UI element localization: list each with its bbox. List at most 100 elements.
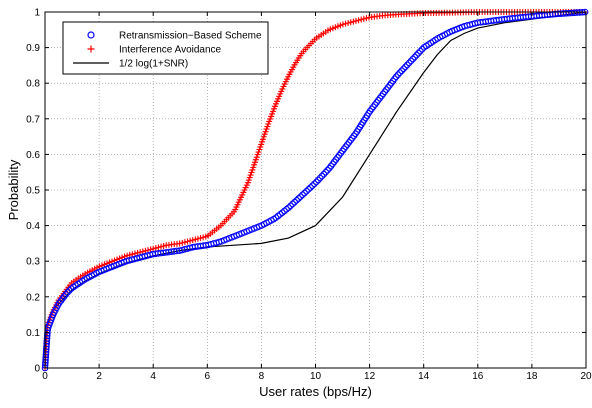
data-point-circle <box>394 71 402 78</box>
data-point-circle <box>287 202 294 210</box>
y-tick-label: 0.9 <box>26 43 40 54</box>
x-tick-label: 6 <box>205 371 211 382</box>
data-point-plus <box>345 19 352 26</box>
data-point-plus <box>247 172 254 179</box>
data-point-circle <box>418 45 426 53</box>
y-tick-label: 0.3 <box>26 257 40 268</box>
data-point-plus <box>187 237 194 244</box>
data-point-plus <box>254 151 261 158</box>
legend-label: Retransmission−Based Scheme <box>119 31 262 42</box>
y-tick-label: 0.6 <box>26 150 40 161</box>
data-point-circle <box>289 200 296 208</box>
data-point-plus <box>250 164 257 171</box>
y-tick-label: 1 <box>34 8 40 19</box>
x-tick-label: 20 <box>580 371 592 382</box>
data-point-plus <box>246 174 253 181</box>
data-point-circle <box>313 178 320 186</box>
data-point-circle <box>413 51 420 59</box>
data-point-circle <box>305 186 312 193</box>
legend-entry: Retransmission−Based Scheme <box>87 31 262 42</box>
data-point-circle <box>291 198 298 206</box>
ticks: 0 2 4 6 8 10 12 14 16 18 20 0 0.1 0.2 0.3 0.4 0.5 0.6 0.7 0… <box>26 8 592 383</box>
data-point-plus <box>259 136 266 143</box>
data-point-circle <box>283 206 290 213</box>
series-0 <box>41 8 589 372</box>
data-point-plus <box>150 245 157 252</box>
data-point-plus <box>129 251 136 258</box>
data-point-plus <box>184 238 191 245</box>
data-point-circle <box>415 49 422 57</box>
data-point-plus <box>139 248 146 255</box>
data-point-circle <box>405 59 413 67</box>
data-point-plus <box>248 169 255 176</box>
data-point-plus <box>342 20 349 27</box>
data-point-circle <box>324 166 331 174</box>
data-point-circle <box>407 57 415 65</box>
data-point-plus <box>197 235 204 242</box>
data-point-plus <box>347 19 354 26</box>
data-point-plus <box>126 251 133 258</box>
x-tick-label: 4 <box>150 371 156 382</box>
legend-entry: Interference Avoidance <box>87 45 222 56</box>
legend: Retransmission−Based Scheme Interference … <box>62 21 269 75</box>
data-point-circle <box>62 291 69 298</box>
data-point-circle <box>299 191 306 199</box>
data-point-circle <box>396 69 404 77</box>
x-tick-label: 2 <box>96 371 102 382</box>
data-point-plus <box>264 123 271 130</box>
data-point-circle <box>314 176 322 184</box>
data-point-plus <box>260 133 267 140</box>
y-tick-label: 0.1 <box>26 328 40 339</box>
data-point-plus <box>261 131 268 138</box>
data-point-plus <box>179 239 186 246</box>
grid <box>45 12 586 368</box>
data-point-plus <box>350 18 357 25</box>
data-point-circle <box>307 184 314 191</box>
data-point-plus <box>245 177 252 184</box>
data-point-plus <box>124 252 131 259</box>
y-tick-label: 0 <box>34 364 40 375</box>
legend-label: 1/2 log(1+SNR) <box>119 59 188 70</box>
data-point-circle <box>417 47 424 55</box>
legend-box <box>62 21 269 75</box>
data-point-plus <box>252 156 259 163</box>
data-point-plus <box>253 154 260 161</box>
y-tick-label: 0.7 <box>26 114 40 125</box>
data-point-circle <box>295 195 302 202</box>
series-layer <box>41 8 589 372</box>
data-point-plus <box>363 15 370 22</box>
legend-label: Interference Avoidance <box>119 45 222 56</box>
x-tick-label: 10 <box>310 371 322 382</box>
x-tick-label: 18 <box>526 371 538 382</box>
data-point-circle <box>402 63 409 71</box>
data-point-circle <box>309 182 316 189</box>
data-point-plus <box>339 21 346 28</box>
data-point-plus <box>142 247 149 254</box>
data-point-circle <box>409 55 417 63</box>
y-tick-label: 0.4 <box>26 221 40 232</box>
data-point-circle <box>316 174 324 182</box>
data-point-circle <box>411 53 419 61</box>
data-point-plus <box>259 138 266 145</box>
data-point-circle <box>392 73 400 80</box>
data-point-plus <box>249 166 256 173</box>
legend-marker-circle <box>87 31 95 39</box>
x-tick-label: 12 <box>364 371 376 382</box>
data-point-plus <box>194 235 201 242</box>
data-point-plus <box>360 15 367 22</box>
data-point-plus <box>256 146 263 153</box>
data-point-plus <box>134 249 141 256</box>
y-tick-label: 0.2 <box>26 292 40 303</box>
data-point-plus <box>355 17 362 24</box>
data-point-plus <box>176 240 183 247</box>
data-point-plus <box>158 243 165 250</box>
y-tick-label: 0.8 <box>26 79 40 90</box>
data-point-plus <box>257 143 264 150</box>
data-point-circle <box>398 67 406 75</box>
x-tick-label: 0 <box>42 371 48 382</box>
data-point-plus <box>255 149 262 156</box>
x-tick-label: 14 <box>418 371 430 382</box>
data-point-circle <box>318 172 326 180</box>
